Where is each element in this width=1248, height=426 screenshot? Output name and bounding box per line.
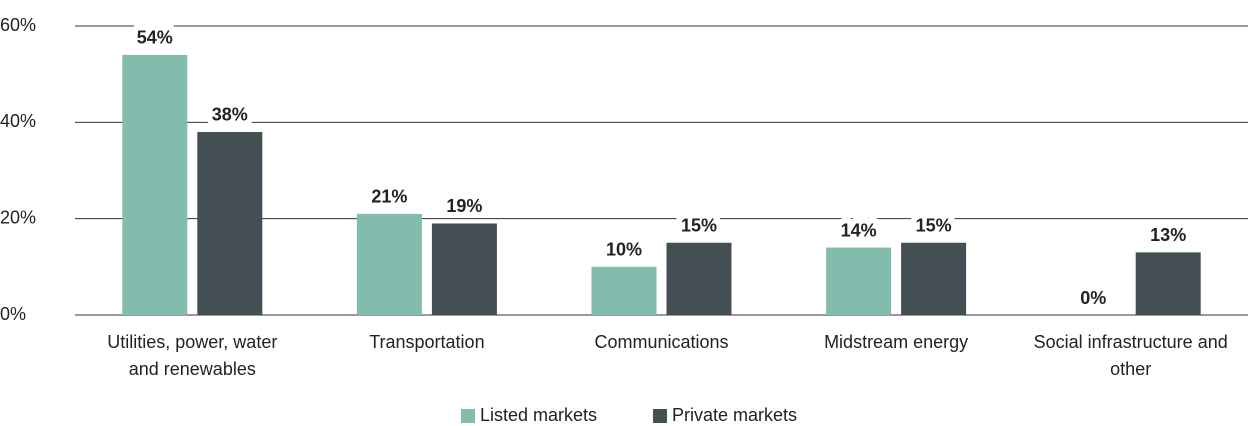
value-label: 15% — [681, 216, 717, 236]
x-tick-label: Transportation — [369, 332, 485, 352]
value-label: 15% — [916, 216, 952, 236]
y-tick-label: 0% — [0, 304, 26, 324]
bar — [197, 131, 263, 315]
legend-swatch — [461, 409, 475, 423]
bar — [356, 213, 422, 315]
value-label: 10% — [606, 240, 642, 260]
x-tick-label: Communications — [594, 332, 729, 352]
x-tick-label: Utilities, power, water and renewables — [107, 332, 278, 379]
x-tick-label: Social infrastructure and other — [1033, 332, 1228, 379]
value-label: 19% — [446, 196, 482, 216]
y-tick-label: 60% — [0, 15, 36, 35]
value-label: 21% — [371, 187, 407, 207]
y-tick-label: 20% — [0, 207, 36, 227]
value-label: 0% — [1080, 288, 1106, 308]
value-label: 13% — [1150, 225, 1186, 245]
value-label: 14% — [841, 220, 877, 240]
bar — [431, 223, 497, 315]
value-label: 38% — [212, 105, 248, 125]
bar — [826, 247, 892, 315]
legend-swatch — [653, 409, 667, 423]
y-tick-label: 40% — [0, 111, 36, 131]
value-label: 54% — [137, 28, 173, 48]
bar — [1135, 252, 1201, 315]
x-tick-label: Midstream energy — [824, 332, 969, 352]
legend-label: Private markets — [672, 405, 797, 425]
bar — [591, 266, 657, 315]
bar — [901, 242, 967, 315]
bar — [122, 54, 188, 316]
bar — [666, 242, 732, 315]
legend-label: Listed markets — [480, 405, 597, 425]
